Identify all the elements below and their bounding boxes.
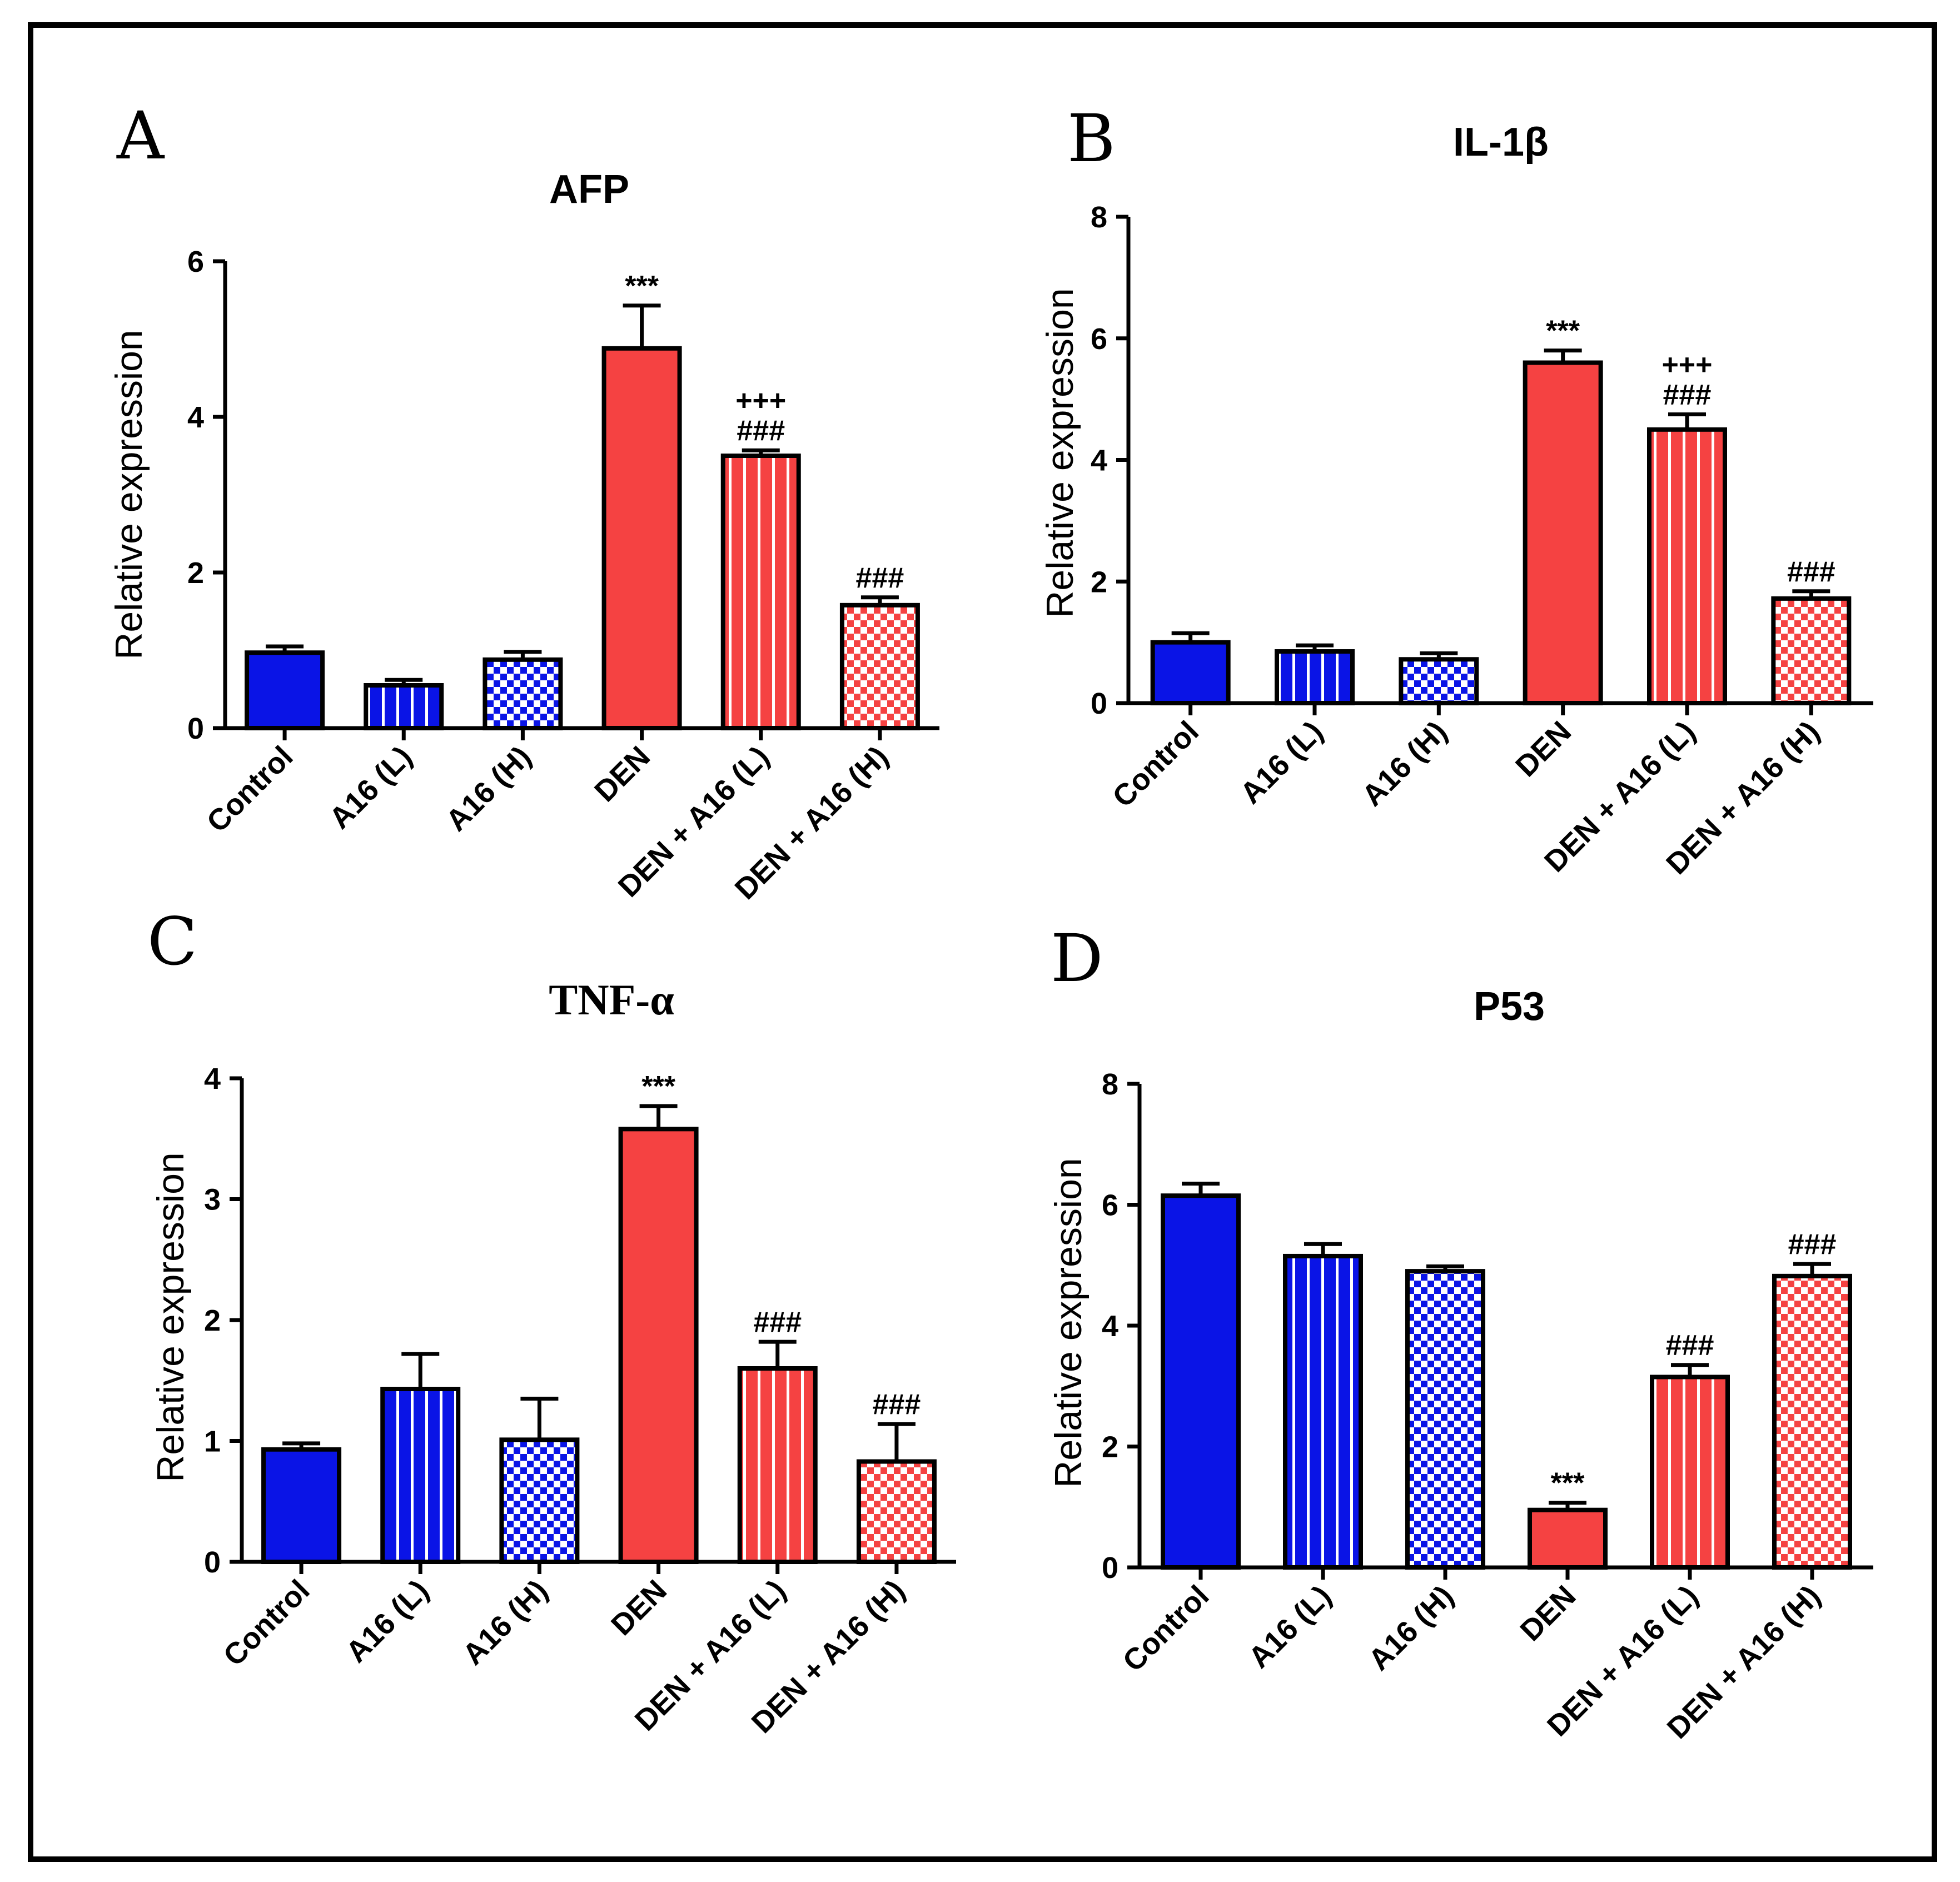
bar-control xyxy=(1161,1193,1241,1570)
bar-den-a16-l xyxy=(1647,427,1727,705)
bar-control xyxy=(1150,640,1231,705)
y-tick-label: 2 xyxy=(1102,1431,1118,1464)
panel-a: A AFP Relative expression 0 2 4 6 Control A1… xyxy=(108,97,939,906)
y-tick-label: 2 xyxy=(1091,565,1107,599)
bar-a16-h xyxy=(482,657,563,731)
y-tick-label: 0 xyxy=(1091,687,1107,720)
bar-a16-l xyxy=(1283,1253,1363,1570)
significance-label: ### xyxy=(737,415,785,447)
bar-a16-h xyxy=(1399,657,1479,705)
bar-den-a16-h xyxy=(839,603,920,731)
significance-label: *** xyxy=(1546,315,1580,347)
bar-den-a16-l xyxy=(737,1366,818,1564)
y-axis-label: Relative expression xyxy=(1039,288,1081,618)
bar-den-a16-l xyxy=(720,454,801,730)
y-tick-label: 0 xyxy=(187,712,204,745)
panel-title-tnfa: TNF-α xyxy=(549,975,674,1024)
panel-c: C TNF-α Relative expression 0 1 2 3 4 Contro… xyxy=(147,903,956,1740)
category-label-control: Control xyxy=(1106,715,1205,814)
panel-title-p53: P53 xyxy=(1474,984,1545,1029)
bar-den-a16-l xyxy=(1650,1375,1730,1570)
category-label-a16-l: A16 (L) xyxy=(1234,715,1330,810)
y-axis-label: Relative expression xyxy=(1047,1158,1090,1487)
category-label-den: DEN xyxy=(1514,1579,1582,1647)
category-label-a16-h: A16 (H) xyxy=(456,1574,554,1671)
y-tick-label: 8 xyxy=(1102,1068,1118,1101)
significance-label: ### xyxy=(1788,1228,1837,1261)
panel-letter-c: C xyxy=(147,903,197,980)
bar-den-a16-h xyxy=(1772,1273,1852,1570)
panel-b: B IL-1β Relative expression 0 2 4 6 8 Contro… xyxy=(1039,100,1873,881)
y-tick-label: 8 xyxy=(1091,201,1107,234)
significance-label: ### xyxy=(1787,556,1835,588)
bar-a16-l xyxy=(364,683,444,730)
y-tick-label: 1 xyxy=(204,1425,221,1458)
significance-label: *** xyxy=(625,270,659,302)
y-tick-label: 0 xyxy=(204,1546,221,1579)
panel-title-il1b: IL-1β xyxy=(1453,120,1549,165)
panel-letter-d: D xyxy=(1051,920,1103,997)
category-label-control: Control xyxy=(1116,1579,1215,1678)
category-label-control: Control xyxy=(217,1574,316,1672)
y-tick-label: 4 xyxy=(187,401,204,434)
y-tick-label: 6 xyxy=(187,245,204,278)
category-label-a16-l: A16 (L) xyxy=(323,740,419,835)
bar-a16-l xyxy=(380,1386,461,1565)
significance-label: ### xyxy=(873,1388,921,1421)
y-tick-label: 6 xyxy=(1102,1189,1118,1222)
bar-a16-l xyxy=(1275,649,1355,705)
y-axis-label: Relative expression xyxy=(150,1152,192,1482)
bar-a16-h xyxy=(1405,1269,1485,1570)
category-label-a16-l: A16 (L) xyxy=(1242,1579,1338,1675)
y-tick-label: 2 xyxy=(204,1304,221,1337)
y-tick-label: 2 xyxy=(187,556,204,590)
category-label-control: Control xyxy=(200,740,299,839)
panel-title-afp: AFP xyxy=(549,167,629,212)
y-tick-label: 3 xyxy=(204,1183,221,1217)
y-tick-label: 4 xyxy=(1091,444,1107,477)
category-label-a16-l: A16 (L) xyxy=(340,1574,435,1669)
y-tick-label: 6 xyxy=(1091,322,1107,356)
bar-control xyxy=(245,650,325,730)
category-label-den: DEN xyxy=(1509,715,1578,783)
significance-label: ### xyxy=(1666,1330,1714,1362)
bar-den xyxy=(1528,1507,1608,1570)
y-axis-label: Relative expression xyxy=(108,330,150,659)
figure-border xyxy=(28,22,1937,1862)
y-tick-label: 4 xyxy=(1102,1310,1118,1343)
y-tick-label: 4 xyxy=(204,1062,221,1096)
panel-letter-b: B xyxy=(1067,100,1116,177)
significance-label: ### xyxy=(1663,379,1712,411)
bar-den xyxy=(618,1127,699,1564)
significance-label: ### xyxy=(753,1306,802,1338)
category-label-a16-h: A16 (H) xyxy=(1356,715,1454,813)
panel-letter-a: A xyxy=(116,97,165,174)
bar-a16-h xyxy=(499,1437,580,1564)
category-label-a16-h: A16 (H) xyxy=(1362,1579,1460,1677)
category-label-a16-h: A16 (H) xyxy=(440,740,538,838)
panel-d: D P53 Relative expression 0 2 4 6 8 Control A… xyxy=(1047,920,1873,1745)
significance-label: *** xyxy=(641,1071,675,1103)
bar-control xyxy=(261,1447,342,1565)
significance-label: ### xyxy=(856,562,904,594)
bar-den xyxy=(601,346,682,730)
y-tick-label: 0 xyxy=(1102,1551,1118,1585)
significance-label: *** xyxy=(1551,1467,1585,1500)
bar-den xyxy=(1523,360,1603,705)
category-label-den: DEN xyxy=(588,740,656,808)
significance-label: +++ xyxy=(1661,348,1712,381)
bar-den-a16-h xyxy=(1771,596,1852,705)
category-label-den: DEN xyxy=(605,1574,673,1642)
bar-den-a16-h xyxy=(856,1459,937,1565)
significance-label: +++ xyxy=(735,385,786,417)
